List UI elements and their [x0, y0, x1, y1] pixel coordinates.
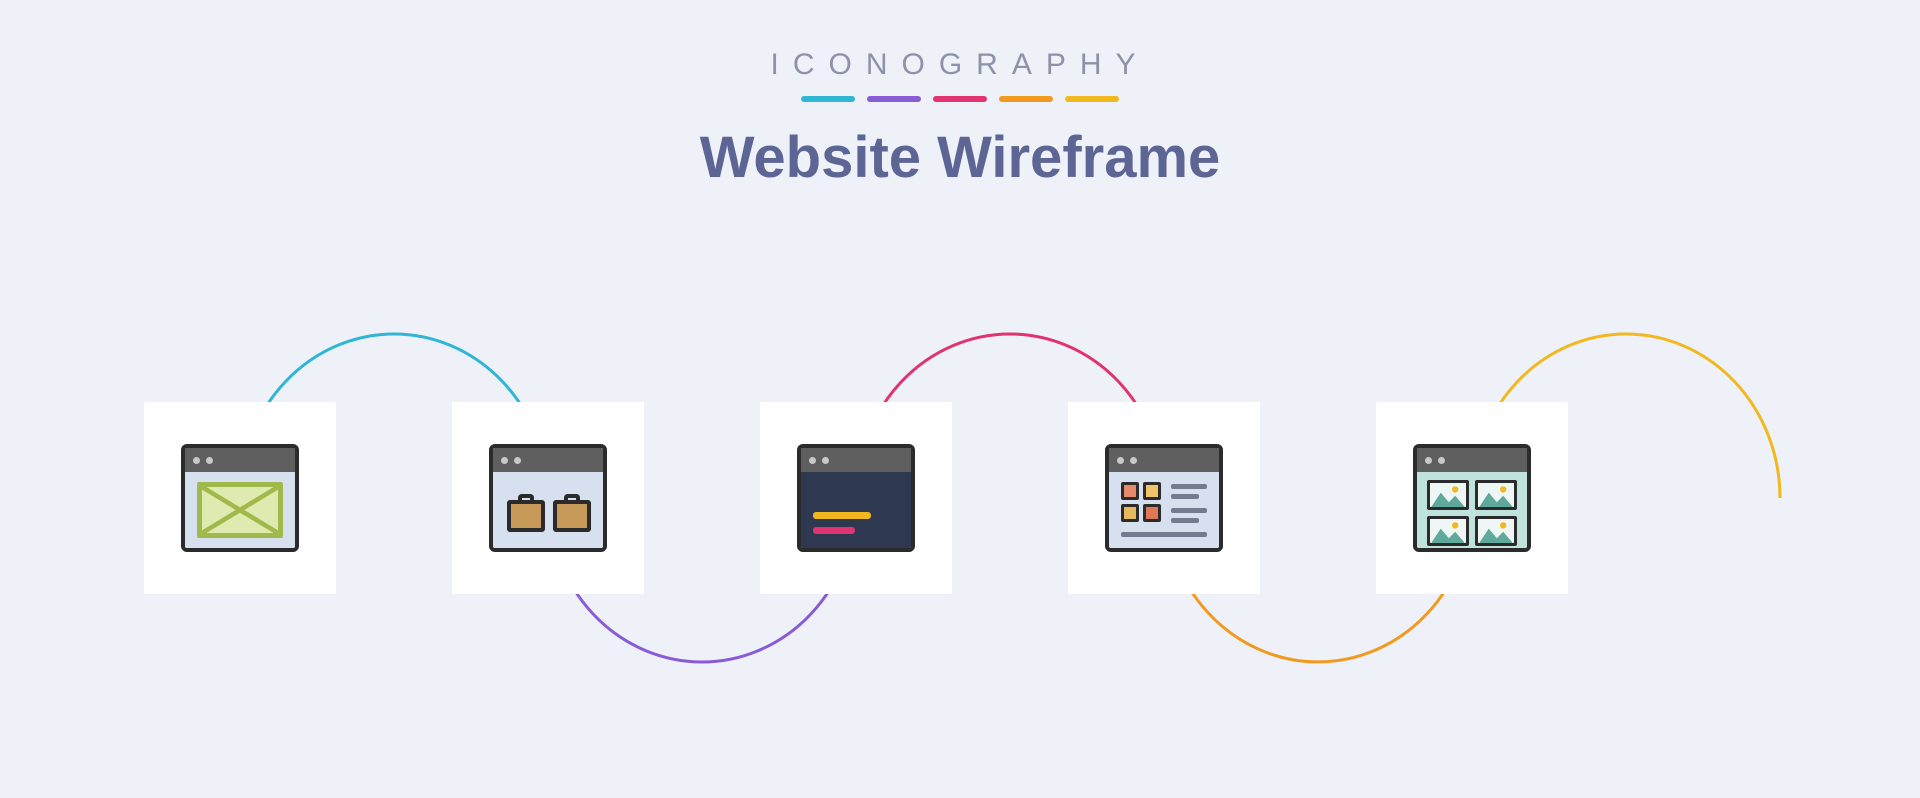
window-body [1417, 472, 1527, 548]
text-line [1171, 518, 1199, 523]
text-line [1171, 494, 1199, 499]
placeholder-box [197, 482, 283, 538]
icon-card [144, 402, 336, 594]
window-titlebar [1417, 448, 1527, 472]
icon-card [452, 402, 644, 594]
briefcase-page-icon [489, 444, 607, 552]
window-control-dot [1117, 457, 1124, 464]
text-line [1121, 532, 1207, 537]
code-line [813, 512, 871, 519]
grid-cell [1121, 504, 1139, 522]
image-thumbnail [1475, 516, 1517, 546]
image-gallery-icon [1413, 444, 1531, 552]
window-control-dot [1130, 457, 1137, 464]
connecting-wave [0, 0, 1920, 798]
window-titlebar [801, 448, 911, 472]
image-thumbnail [1427, 480, 1469, 510]
grid-cell [1143, 504, 1161, 522]
window-control-dot [501, 457, 508, 464]
window-body [185, 472, 295, 548]
window-control-dot [1438, 457, 1445, 464]
window-control-dot [822, 457, 829, 464]
window-titlebar [493, 448, 603, 472]
icon-card [760, 402, 952, 594]
window-control-dot [514, 457, 521, 464]
image-thumbnail [1475, 480, 1517, 510]
layout-grid-icon [1105, 444, 1223, 552]
window-body [1109, 472, 1219, 548]
window-titlebar [1109, 448, 1219, 472]
code-console-icon [797, 444, 915, 552]
briefcase-handle [564, 494, 580, 502]
image-thumbnail [1427, 516, 1469, 546]
icon-card [1068, 402, 1260, 594]
window-body [493, 472, 603, 548]
window-body [801, 472, 911, 548]
text-line [1171, 484, 1207, 489]
briefcase-icon [507, 500, 545, 532]
text-line [1171, 508, 1207, 513]
briefcase-handle [518, 494, 534, 502]
icon-card [1376, 402, 1568, 594]
grid-cell [1143, 482, 1161, 500]
window-titlebar [185, 448, 295, 472]
grid-cell [1121, 482, 1139, 500]
window-control-dot [1425, 457, 1432, 464]
code-line [813, 527, 855, 534]
window-control-dot [206, 457, 213, 464]
window-control-dot [809, 457, 816, 464]
briefcase-icon [553, 500, 591, 532]
wireframe-placeholder-icon [181, 444, 299, 552]
window-control-dot [193, 457, 200, 464]
